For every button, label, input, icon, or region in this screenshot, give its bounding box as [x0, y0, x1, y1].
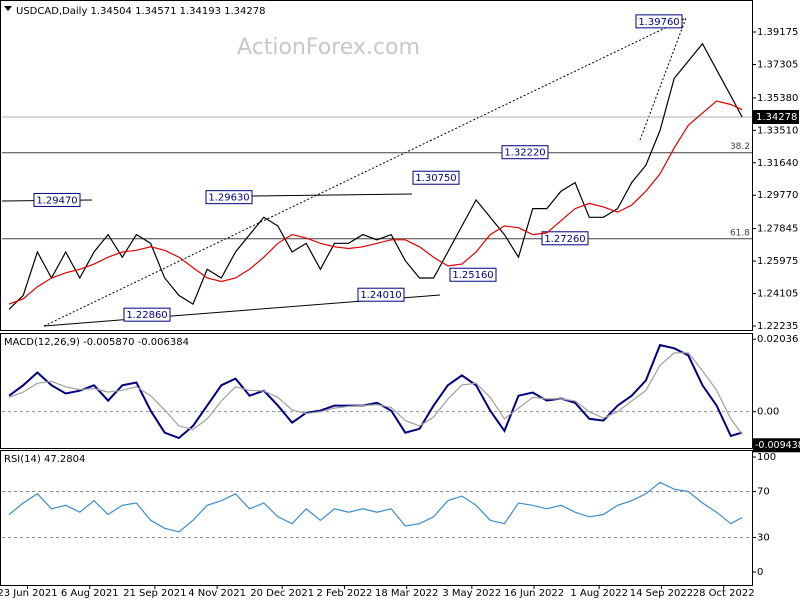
price-label: 1.27260 — [544, 234, 585, 245]
y-tick-label: 100 — [757, 452, 776, 463]
y-tick-label: 1.25975 — [757, 256, 798, 267]
y-tick-label: 1.39175 — [757, 27, 798, 38]
x-tick-label: 28 Oct 2022 — [693, 588, 755, 599]
price-label: 1.29630 — [208, 193, 249, 204]
x-tick-label: 16 Jun 2022 — [504, 588, 564, 599]
x-tick-label: 6 Aug 2021 — [61, 588, 119, 599]
price-label-box — [501, 145, 549, 160]
trend-line — [639, 17, 687, 141]
y-tick-label: 0.00 — [757, 407, 779, 418]
panel-title: MACD(12,26,9) -0.005870 -0.006384 — [4, 337, 189, 348]
x-tick-label: 4 Nov 2021 — [188, 588, 246, 599]
y-tick-label: 1.33510 — [757, 125, 798, 136]
value-marker-label: -0.009438 — [755, 440, 800, 451]
panel-frame — [0, 333, 753, 449]
x-tick-label: 18 Mar 2022 — [375, 588, 438, 599]
last-price-box — [753, 109, 799, 124]
price-label: 1.29470 — [36, 195, 77, 206]
watermark: ActionForex.com — [237, 35, 420, 60]
price-label: 1.32220 — [504, 148, 545, 159]
price-label: 1.24010 — [360, 290, 401, 301]
y-tick-label: 1.29770 — [757, 190, 798, 201]
y-tick-label: 30 — [757, 533, 770, 544]
y-tick-label: 1.22235 — [757, 321, 798, 332]
x-tick-label: 20 Dec 2021 — [250, 588, 314, 599]
x-tick-label: 2 Feb 2022 — [317, 588, 373, 599]
series-line — [8, 100, 743, 305]
y-tick-label: 0 — [757, 567, 763, 578]
price-label-box — [635, 14, 683, 29]
panel-title: RSI(14) 47.2804 — [4, 454, 85, 465]
x-tick-label: 3 May 2022 — [442, 588, 501, 599]
y-tick-label: 1.37305 — [757, 59, 798, 70]
panel-frame — [0, 450, 753, 586]
y-tick-label: 70 — [757, 487, 770, 498]
price-label-box — [33, 192, 81, 207]
series-line — [8, 343, 743, 440]
price-label: 1.25160 — [452, 270, 493, 281]
x-tick-label: 1 Aug 2022 — [570, 588, 628, 599]
value-marker-box — [753, 438, 800, 453]
chart-title: USDCAD,Daily 1.34504 1.34571 1.34193 1.3… — [16, 6, 266, 17]
menu-icon — [4, 6, 12, 11]
x-tick-label: 21 Sep 2021 — [123, 588, 186, 599]
price-label-box — [541, 231, 589, 246]
panel-frame — [0, 0, 753, 331]
price-label-box — [123, 307, 171, 322]
x-tick-label: 14 Sep 2022 — [630, 588, 693, 599]
price-label-box — [357, 287, 405, 302]
series-line — [8, 481, 743, 533]
fib-label: 61.8 — [730, 228, 750, 238]
trend-line — [251, 193, 413, 197]
price-label: 1.22860 — [126, 310, 167, 321]
price-label: 1.30750 — [415, 173, 456, 184]
trend-line — [43, 17, 687, 327]
x-tick-label: 23 Jun 2021 — [0, 588, 58, 599]
y-tick-label: 1.24105 — [757, 289, 798, 300]
price-label-box — [412, 170, 460, 185]
series-line — [8, 42, 743, 310]
price-label: 1.39760 — [638, 17, 679, 28]
price-label-box — [205, 190, 253, 205]
price-label-box — [449, 267, 497, 282]
y-tick-label: 0.02036 — [757, 334, 798, 345]
last-price-label: 1.34278 — [756, 112, 797, 123]
y-tick-label: 1.35380 — [757, 93, 798, 104]
fib-label: 38.2 — [730, 142, 750, 152]
series-line — [8, 352, 743, 435]
y-tick-label: 1.31640 — [757, 158, 798, 169]
y-tick-label: 1.27845 — [757, 224, 798, 235]
